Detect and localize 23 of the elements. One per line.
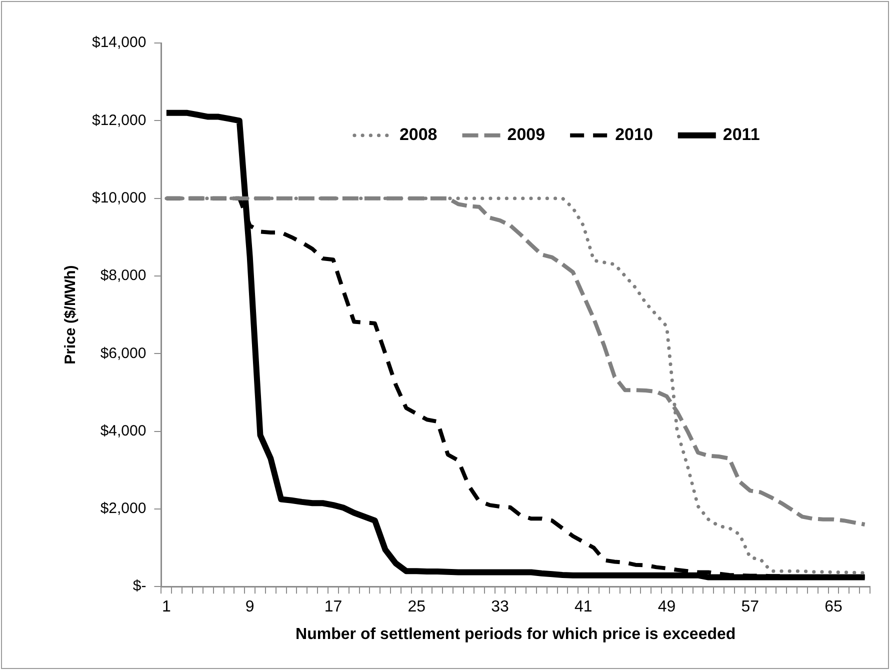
- y-tick-label: $10,000: [92, 189, 146, 206]
- x-tick-label: 33: [491, 598, 509, 616]
- x-tick-label: 41: [574, 598, 592, 616]
- x-tick-label: 25: [408, 598, 426, 616]
- legend-label: 2011: [722, 125, 760, 144]
- x-tick-label: 49: [658, 598, 676, 616]
- y-tick-label: $14,000: [92, 34, 146, 52]
- y-tick-label: $-: [132, 578, 146, 595]
- x-tick-label: 65: [824, 598, 843, 616]
- x-tick-label: 9: [245, 598, 254, 616]
- x-tick-label: 57: [741, 598, 760, 616]
- legend-label: 2008: [399, 125, 438, 144]
- y-axis-title: Price ($/MWh): [62, 265, 80, 364]
- y-tick-label: $8,000: [100, 267, 146, 284]
- y-tick-label: $4,000: [100, 422, 146, 440]
- legend-label: 2009: [507, 125, 546, 144]
- y-tick-label: $12,000: [92, 112, 146, 129]
- x-axis-title: Number of settlement periods for which price is exceeded: [296, 626, 736, 643]
- y-tick-label: $2,000: [100, 500, 146, 518]
- y-tick-label: $6,000: [100, 344, 146, 362]
- legend-label: 2010: [615, 125, 653, 144]
- x-tick-label: 17: [324, 598, 342, 616]
- x-tick-label: 1: [162, 598, 171, 616]
